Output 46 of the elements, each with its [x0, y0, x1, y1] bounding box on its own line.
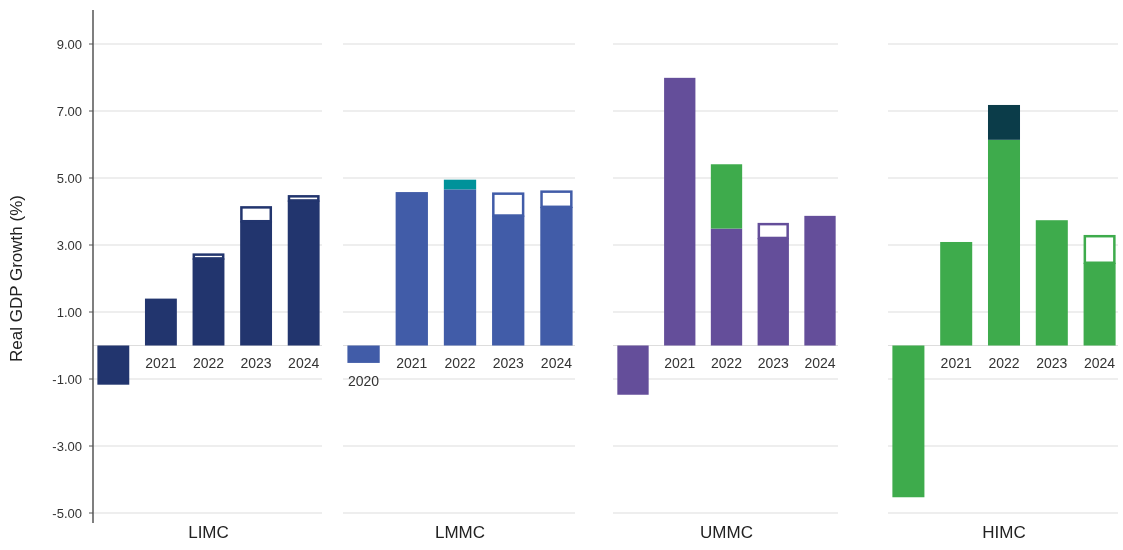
x-tick-label: 2023 — [1036, 355, 1068, 372]
bar — [804, 215, 836, 346]
bar — [710, 228, 743, 346]
bar — [710, 164, 743, 229]
bar — [144, 298, 177, 346]
bar — [443, 189, 477, 346]
y-tick-label: -5.00 — [52, 505, 82, 521]
bar — [617, 345, 649, 395]
x-tick-label: 2023 — [240, 355, 272, 372]
x-tick-label: 2021 — [396, 355, 428, 372]
y-tick-label: 9.00 — [56, 36, 82, 52]
y-tick-label: -1.00 — [52, 371, 82, 387]
x-tick-label: 2021 — [145, 355, 177, 372]
bar — [97, 345, 130, 385]
x-tick-label: 2024 — [288, 355, 320, 372]
bar — [664, 77, 696, 346]
x-tick-label: 2021 — [664, 355, 696, 372]
bar — [1035, 220, 1068, 346]
x-axis-title: LMMC — [434, 522, 486, 542]
bar — [892, 345, 925, 498]
x-tick-label: 2024 — [1084, 355, 1116, 372]
x-tick-label: 2024 — [540, 355, 573, 372]
x-tick-label: 2023 — [757, 355, 790, 372]
x-tick-label: 2022 — [444, 355, 476, 372]
y-tick-label: 5.00 — [56, 170, 82, 186]
bar — [987, 139, 1021, 346]
x-tick-label: 2022 — [988, 355, 1020, 372]
y-tick-label: 7.00 — [56, 103, 82, 119]
y-axis-title: Real GDP Growth (%) — [7, 195, 26, 362]
x-tick-label: 2022 — [192, 355, 225, 372]
bar — [443, 179, 477, 190]
x-tick-label: 2020 — [347, 372, 380, 389]
x-tick-label: 2024 — [804, 355, 836, 372]
x-tick-label: 2021 — [940, 355, 972, 372]
x-axis-title: HIMC — [982, 522, 1026, 542]
bar — [395, 192, 428, 346]
bar — [987, 104, 1021, 140]
bar — [347, 345, 380, 363]
x-axis-title: LIMC — [188, 522, 229, 542]
x-tick-label: 2022 — [710, 355, 743, 372]
y-tick-label: 3.00 — [56, 237, 82, 253]
bar — [940, 241, 973, 346]
x-tick-label: 2023 — [492, 355, 524, 372]
x-axis-title: UMMC — [700, 522, 753, 542]
y-tick-label: -3.00 — [52, 438, 82, 454]
y-tick-label: 1.00 — [56, 304, 82, 320]
